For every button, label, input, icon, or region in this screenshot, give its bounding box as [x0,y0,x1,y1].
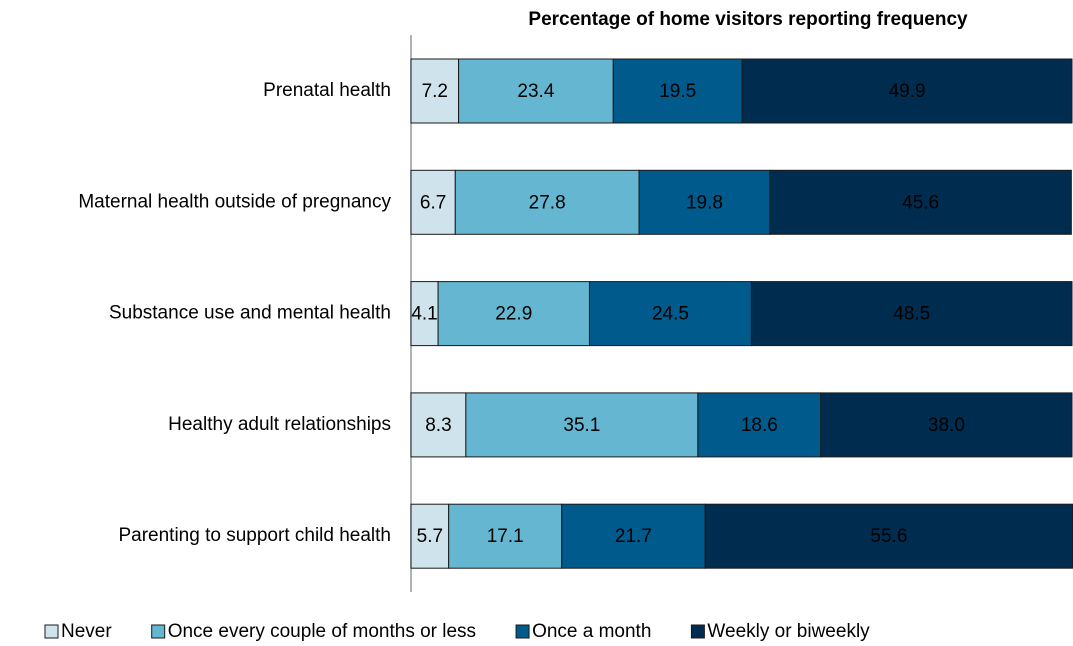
value-label: 35.1 [563,415,600,436]
chart-title: Percentage of home visitors reporting fr… [528,9,968,30]
bar-segment [410,392,467,458]
legend-swatch [151,624,166,639]
bar-segment [820,392,1073,458]
legend-swatch [44,624,59,639]
bar-segment [458,58,614,124]
bar-segment [750,281,1073,347]
value-label: 45.6 [902,192,939,213]
legend-swatch [515,624,530,639]
bar-segment [437,281,590,347]
bar-segment [769,169,1072,235]
category-label: Healthy adult relationships [168,414,391,435]
value-label: 38.0 [928,415,965,436]
category-label: Prenatal health [263,80,391,101]
value-label: 24.5 [652,304,689,325]
bar-segment [741,58,1073,124]
value-label: 48.5 [893,304,930,325]
bar-segment [612,58,743,124]
value-label: 23.4 [517,81,554,102]
value-label: 21.7 [615,526,652,547]
legend-label: Weekly or biweekly [707,621,870,642]
bar-segment [410,281,439,347]
value-label: 22.9 [495,304,532,325]
bar-segment [448,503,563,569]
value-label: 8.3 [425,415,451,436]
category-label: Maternal health outside of pregnancy [78,191,391,212]
value-label: 6.7 [420,192,446,213]
bar-segment [704,503,1073,569]
bar-segment [465,392,699,458]
value-label: 19.8 [686,192,723,213]
value-label: 4.1 [411,304,437,325]
bar-segment [561,503,706,569]
category-label: Substance use and mental health [109,303,391,324]
legend-swatch [690,624,705,639]
value-label: 19.5 [659,81,696,102]
legend-label: Never [61,621,112,642]
legend-label: Once a month [532,621,651,642]
value-label: 17.1 [487,526,524,547]
value-label: 5.7 [417,526,443,547]
bar-segment [697,392,822,458]
value-label: 55.6 [870,526,907,547]
value-label: 18.6 [741,415,778,436]
bar-segment [588,281,752,347]
value-label: 27.8 [529,192,566,213]
value-label: 49.9 [889,81,926,102]
bar-segment [454,169,640,235]
legend-label: Once every couple of months or less [168,621,476,642]
category-label: Parenting to support child health [118,525,391,546]
bar-segment [410,503,450,569]
value-label: 7.2 [422,81,448,102]
